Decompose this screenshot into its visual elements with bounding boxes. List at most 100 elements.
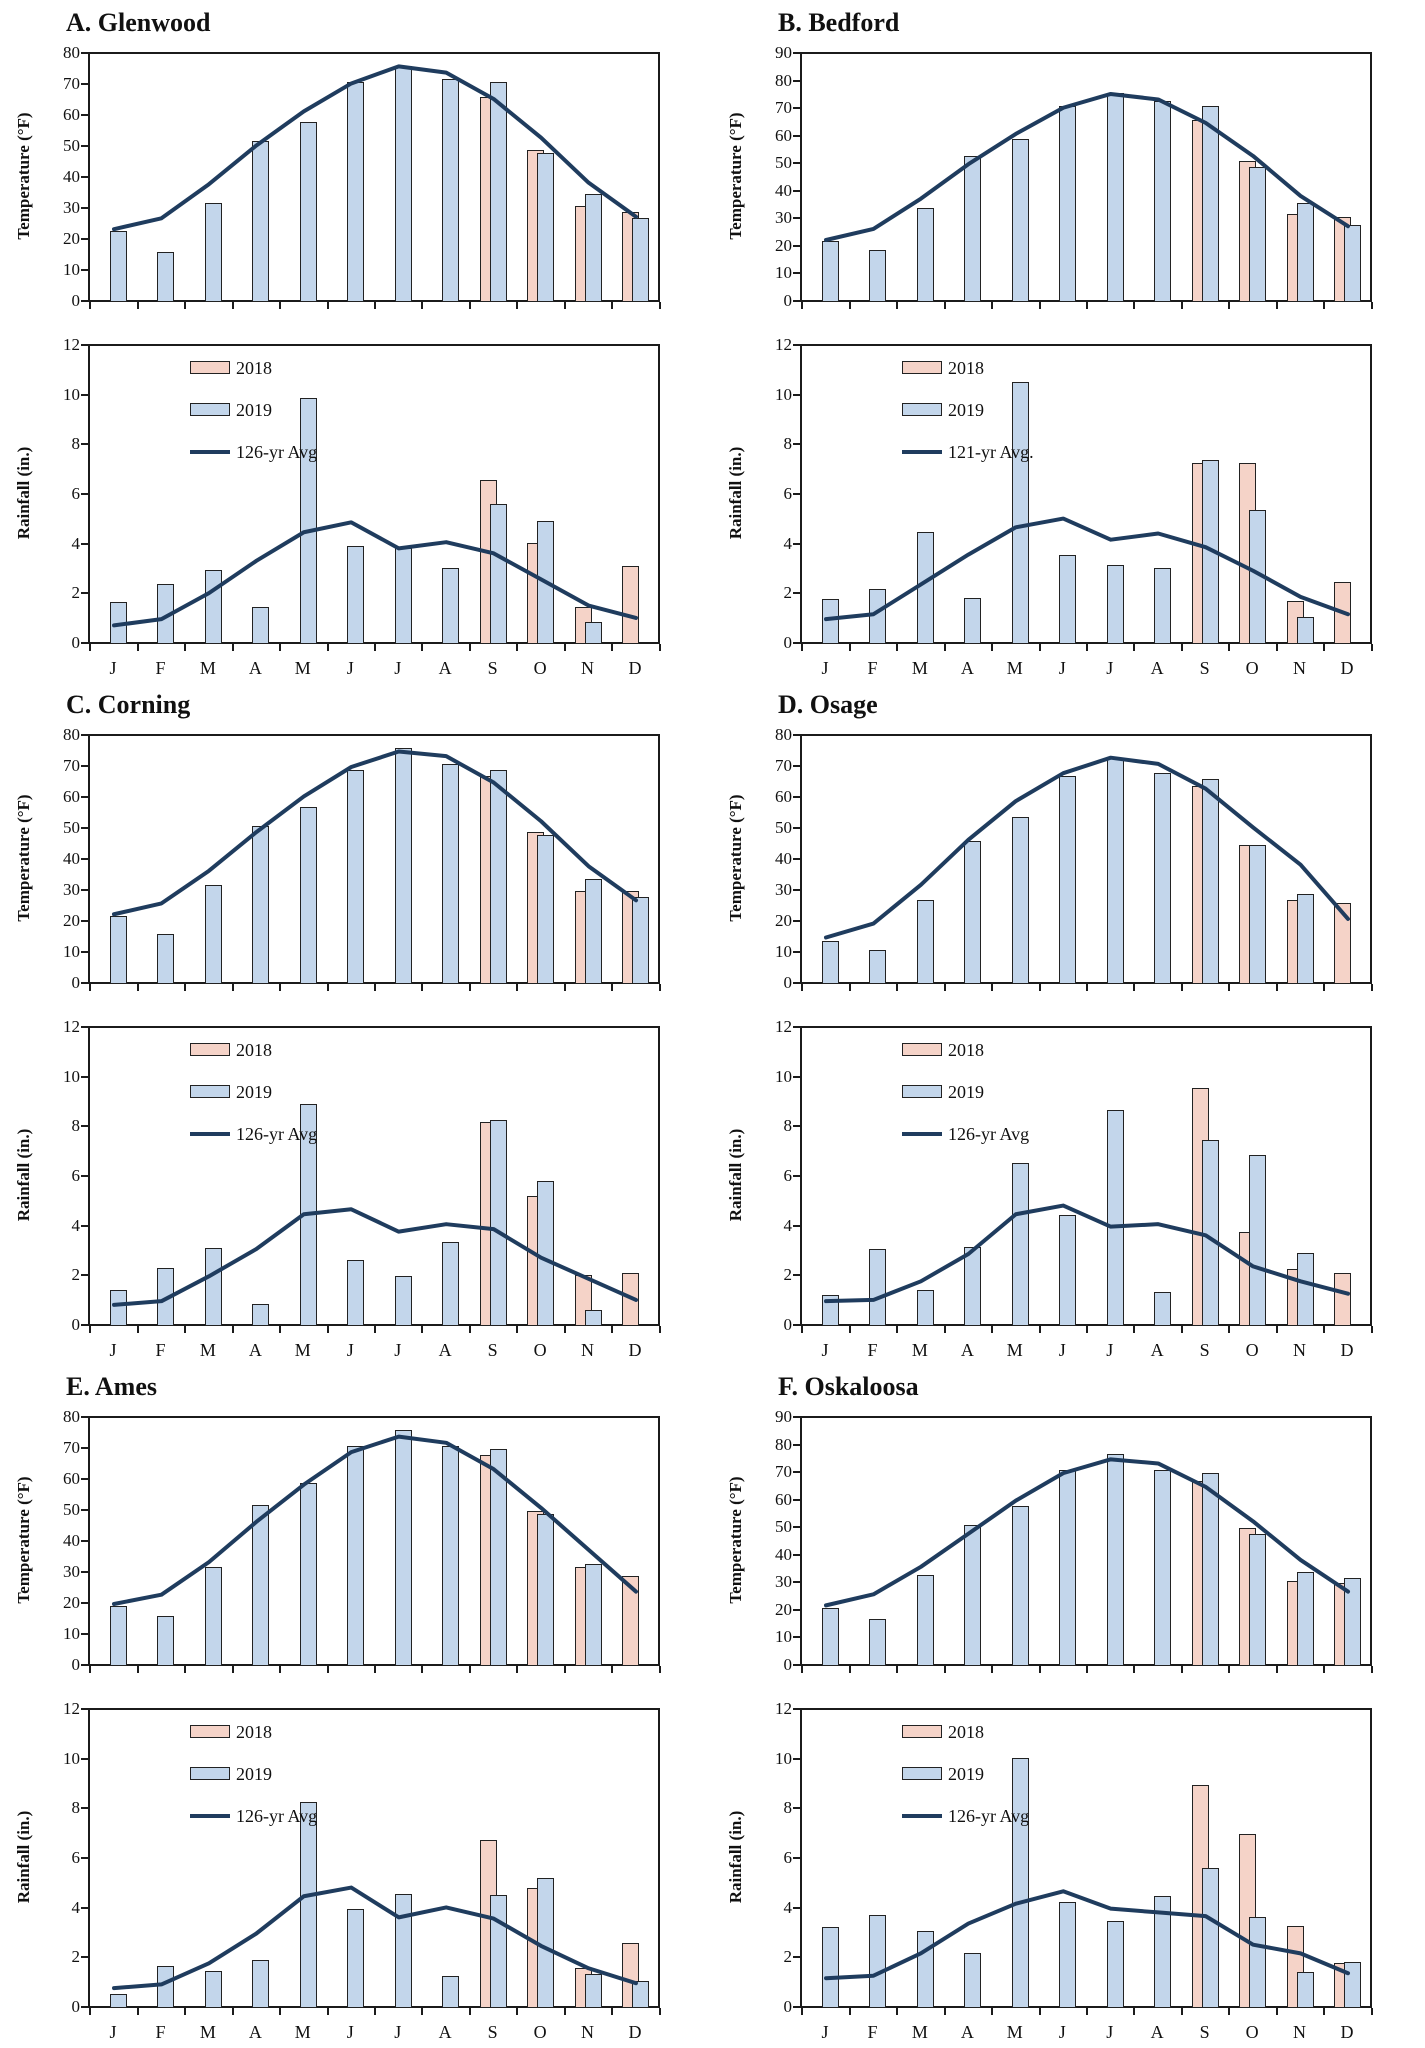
x-tick-mark [1180,984,1183,991]
bar-2018-D12 [1334,903,1351,984]
y-axis-title: Rainfall (in.) [726,446,745,540]
x-tick-mark [611,644,614,651]
x-tick-mark [1228,984,1231,991]
bar-2019-S9 [489,81,507,302]
glenwood-temperature-chart: 0 10 20 30 40 50 60 70 80 Temperature (°F) [14,44,661,310]
x-tick-mark [658,302,661,309]
ames-rainfall-chart: 2018 2019 126-yr Avg 0 2 4 6 8 10 12 J F M A M J J A S O N D R… [14,1700,661,2042]
x-tick-mark [326,302,329,309]
y-tick-mark [81,1478,88,1480]
bar-2019-J7 [394,1893,412,2008]
x-month-label: J [1058,2022,1066,2042]
x-tick-mark [658,644,661,651]
y-tick-mark [793,734,800,736]
x-tick-mark [1038,1666,1041,1673]
x-month-label: M [911,658,928,678]
x-tick-mark [1133,1666,1136,1673]
x-tick-mark [1038,2008,1041,2015]
y-tick-label: 10 [775,1066,792,1086]
avg-line [112,64,638,232]
x-tick-mark [943,1666,946,1673]
x-tick-mark [184,984,187,991]
bar-2019-J7 [1106,1921,1124,2008]
x-month-label: J [1106,658,1114,678]
y-tick-label: 50 [775,1517,792,1537]
y-tick-mark [81,300,88,302]
y-tick-mark [81,83,88,85]
avg-line-swatch [190,1814,230,1818]
x-tick-mark [848,1666,851,1673]
y-tick-mark [81,269,88,271]
x-month-label: F [155,658,166,678]
y-tick-label: 6 [783,484,793,503]
y-tick-label: 70 [63,756,80,775]
x-month-label: D [1340,658,1354,678]
x-tick-mark [184,1666,187,1673]
y-tick-label: 0 [783,633,793,652]
bar-2019-M5 [1011,1758,1029,2008]
x-month-label: N [1293,2022,1307,2042]
x-tick-mark [279,1666,282,1673]
y-tick-label: 40 [775,849,792,868]
x-tick-mark [563,984,566,991]
x-tick-mark [1370,1326,1373,1333]
y-tick-label: 30 [63,880,80,899]
bar-swatch [902,1725,942,1738]
bar-2019-N11 [584,878,602,984]
bar-2019-N11 [1296,1572,1314,1666]
bar-2019-A4 [964,598,982,644]
y-tick-label: 4 [783,1215,793,1235]
x-tick-mark [89,1326,92,1333]
y-tick-label: 0 [71,633,81,652]
x-month-label: J [109,658,117,678]
x-tick-mark [1323,984,1326,991]
y-tick-label: 10 [63,1748,80,1768]
legend-label: 2018 [948,1040,984,1060]
bar-2019-M3 [204,884,222,984]
x-tick-mark [374,302,376,309]
bar-2019-M3 [204,1970,222,2008]
x-tick-mark [1275,2008,1278,2015]
x-month-label: A [960,658,974,678]
x-tick-mark [136,2008,139,2015]
y-tick-label: 4 [71,1897,81,1917]
y-tick-label: 6 [783,1848,793,1867]
bar-2019-A4 [252,606,270,644]
avg-line-swatch [190,450,230,454]
y-tick-mark [81,1602,88,1604]
y-tick-label: 60 [63,787,80,806]
y-tick-mark [81,2006,88,2008]
x-month-label: O [533,2022,547,2042]
y-tick-mark [81,493,88,495]
x-tick-mark [1180,302,1183,309]
x-tick-mark [896,1666,899,1673]
legend-label: 2019 [948,400,984,420]
x-tick-mark [1038,302,1041,309]
x-month-label: F [867,2022,878,2042]
x-tick-mark [563,302,566,309]
y-tick-label: 0 [71,1655,81,1674]
y-tick-label: 0 [71,291,81,310]
bar-2019-S9 [1201,106,1219,302]
plot-area: 2018 2019 126-yr Avg [88,344,660,644]
x-tick-mark [89,644,92,651]
x-tick-mark [468,984,471,991]
y-tick-label: 70 [775,98,792,118]
x-month-label: O [1245,1340,1259,1360]
osage-temperature-chart: 0 10 20 30 40 50 60 70 80 Temperature (°F) [726,726,1373,992]
x-tick-mark [516,2008,519,2015]
bar-2019-M3 [916,1575,934,1666]
x-tick-mark [326,984,329,991]
y-tick-mark [81,920,88,922]
bar-2019-M5 [1011,382,1029,644]
y-tick-mark [81,1075,88,1078]
avg-line-swatch [902,1814,942,1818]
y-tick-mark [81,1509,88,1511]
y-tick-label: 8 [71,434,81,454]
x-tick-mark [1180,1326,1183,1333]
x-month-label: J [394,2022,402,2042]
panel-title: C. Corning [66,690,191,719]
panel-osage: D. Osage 0 10 20 30 40 50 60 70 80 Temperature (°… [712,690,1424,1370]
y-tick-label: 90 [775,43,792,62]
